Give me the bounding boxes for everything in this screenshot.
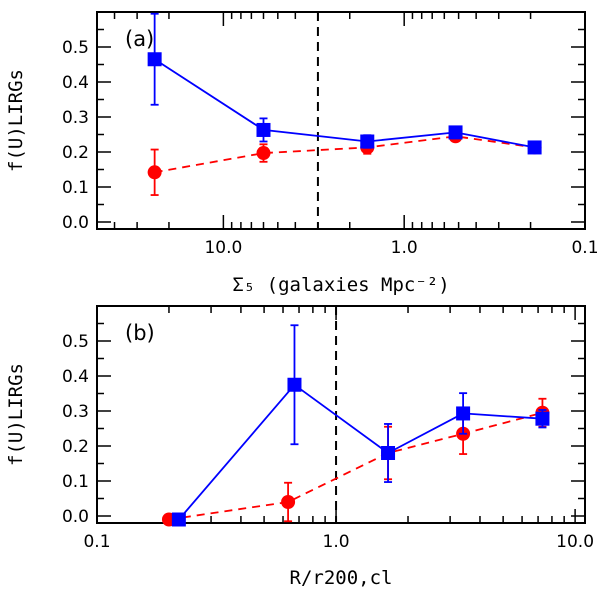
panel-b-y-tick-label: 0.0 bbox=[62, 507, 89, 527]
panel-a-x-tick-label: 1.0 bbox=[391, 238, 418, 258]
panel-a-data-point-circle bbox=[256, 146, 271, 161]
panel-a-y-tick-label: 0.3 bbox=[62, 108, 89, 128]
panel-b-series-blue-squares bbox=[171, 324, 550, 527]
panel-b-data-point-square bbox=[287, 377, 302, 392]
panel-b-x-tick-label: 1.0 bbox=[323, 532, 350, 552]
panel-b-x-tick-label: 10.0 bbox=[556, 532, 594, 552]
panel-a-series-line bbox=[154, 135, 535, 174]
panel-b-data-point-square bbox=[535, 411, 550, 426]
panel-a-y-tick-label: 0.4 bbox=[62, 73, 89, 93]
panel-a-y-tick-label: 0.1 bbox=[62, 178, 89, 198]
panel-a-x-ticks bbox=[96, 12, 586, 229]
panel-b-x-axis-title: R/r200,cl bbox=[290, 567, 393, 589]
panel-b-series-red-circles bbox=[161, 397, 550, 527]
panel-b-y-tick-label: 0.1 bbox=[62, 472, 89, 492]
panel-b: 0.1 1.0 10.0 0.0 0.1 0.2 0.3 0.4 0.5 (b) f(U)LIRGs… bbox=[5, 305, 594, 589]
panel-b-y-tick-label: 0.5 bbox=[62, 332, 89, 352]
panel-b-data-point-circle bbox=[281, 495, 296, 509]
panel-a-x-axis-title: Σ₅ (galaxies Mpc⁻²) bbox=[232, 274, 449, 296]
panel-b-y-ticks bbox=[97, 322, 585, 517]
panel-a-x-tick-label: 10.0 bbox=[204, 238, 242, 258]
panel-a-series-blue-squares bbox=[147, 12, 542, 155]
panel-a-label: (a) bbox=[125, 27, 154, 51]
panel-a-y-tick-label: 0.0 bbox=[62, 213, 89, 233]
panel-a-frame bbox=[96, 11, 586, 230]
panel-b-series-line bbox=[178, 383, 543, 521]
panel-b-data-point-square bbox=[381, 446, 396, 460]
panel-b-x-tick-label: 0.1 bbox=[83, 532, 110, 552]
panel-b-x-ticks bbox=[96, 306, 576, 523]
panel-a-y-tick-label: 0.5 bbox=[62, 38, 89, 58]
panel-b-frame bbox=[96, 305, 586, 524]
panel-b-data-point-square bbox=[456, 406, 471, 421]
panel-a-series-line bbox=[154, 58, 535, 149]
panel-b-y-tick-label: 0.4 bbox=[62, 367, 89, 387]
panel-a-x-tick-label: 0.1 bbox=[571, 238, 598, 258]
panel-a-data-point-square bbox=[256, 122, 271, 137]
panel-a-data-point-square bbox=[147, 52, 162, 67]
panel-a-data-point-circle bbox=[147, 165, 162, 180]
panel-a-y-tick-label: 0.2 bbox=[62, 143, 89, 163]
panel-b-y-axis-title: f(U)LIRGs bbox=[5, 363, 27, 466]
panel-b-y-tick-label: 0.3 bbox=[62, 402, 89, 422]
panel-a: 10.0 1.0 0.1 0.0 0.1 0.2 0.3 0.4 0.5 (a) f(U)LIRGs… bbox=[5, 11, 599, 296]
panel-b-y-tick-label: 0.2 bbox=[62, 437, 89, 457]
panel-a-y-axis-title: f(U)LIRGs bbox=[5, 69, 27, 172]
panel-b-data-point-square bbox=[171, 512, 186, 527]
panel-a-data-point-square bbox=[527, 140, 542, 155]
panel-a-data-point-square bbox=[448, 125, 463, 140]
panel-b-label: (b) bbox=[125, 321, 155, 345]
panel-a-y-ticks bbox=[97, 28, 585, 223]
panel-a-data-point-square bbox=[360, 134, 375, 149]
